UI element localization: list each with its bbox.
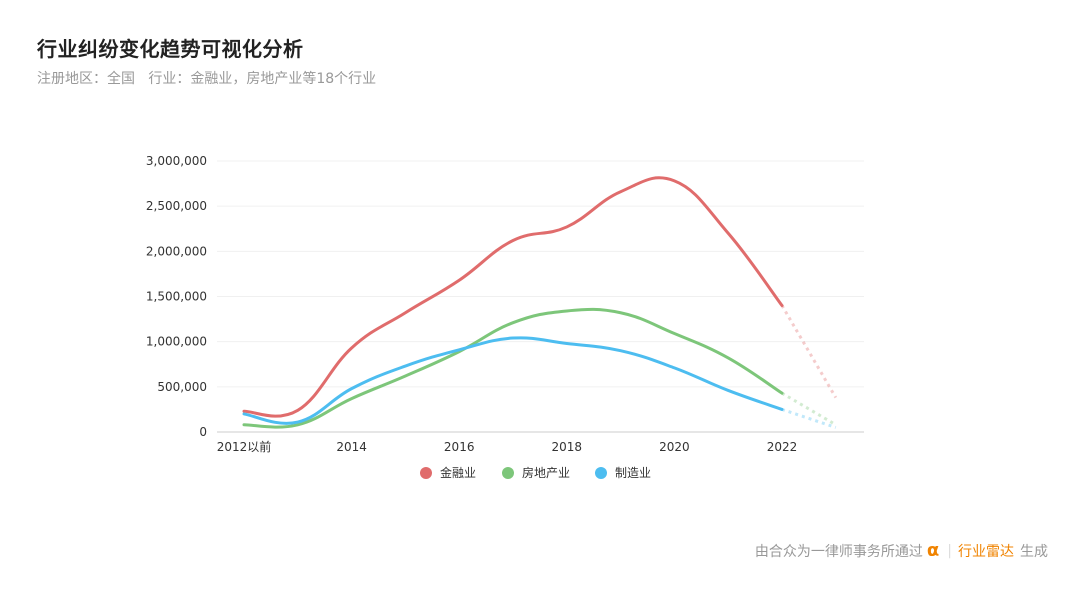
x-tick-label: 2018 [552,440,583,454]
legend-label: 制造业 [615,466,651,480]
series-projection-line [780,304,838,399]
footer-brand: 行业雷达 [958,544,1014,560]
chart-subtitle: 注册地区：全国 行业：金融业，房地产业等18个行业 [37,71,377,87]
y-tick-label: 2,000,000 [146,244,207,258]
legend-marker [420,467,432,479]
x-tick-label: 2012以前 [217,439,272,454]
brand-logo-icon: α [926,540,940,561]
legend-marker [595,467,607,479]
series-line [242,307,784,429]
grid-lines [217,160,864,433]
series-projection-line [781,407,837,429]
footer: 由合众为一律师事务所通过 α | 行业雷达 生成 [755,541,1048,561]
y-tick-label: 500,000 [157,380,207,394]
y-tick-label: 0 [199,425,207,439]
series-line [242,336,784,425]
x-tick-label: 2016 [444,440,475,454]
y-tick-label: 2,500,000 [146,199,207,213]
legend-marker [502,467,514,479]
x-tick-label: 2014 [336,440,367,454]
legend-label: 金融业 [440,465,476,480]
x-tick-label: 2022 [767,440,798,454]
y-axis: 0 500,000 1,000,000 1,500,000 2,000,000 2,500… [146,154,207,439]
x-tick-label: 2020 [659,440,690,454]
legend: 金融业 房地产业 制造业 [420,465,651,480]
footer-suffix: 生成 [1020,544,1048,560]
series-projection-line [781,391,837,427]
series-line [242,176,784,418]
series-lines [242,176,838,429]
y-tick-label: 3,000,000 [146,154,207,168]
y-tick-label: 1,000,000 [146,335,207,349]
y-tick-label: 1,500,000 [146,290,207,304]
footer-divider: | [947,543,952,559]
legend-label: 房地产业 [522,465,570,480]
chart-title: 行业纠纷变化趋势可视化分析 [37,37,304,61]
footer-prefix: 由合众为一律师事务所通过 [754,544,923,560]
x-axis: 2012以前 2014 2016 2018 2020 2022 [217,439,798,454]
